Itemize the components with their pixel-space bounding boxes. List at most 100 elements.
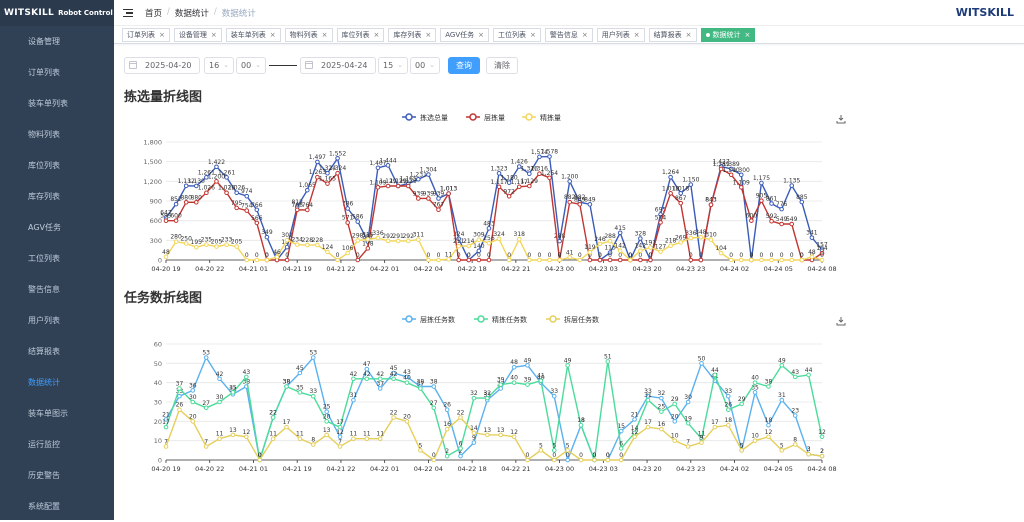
data-point[interactable] [297, 436, 303, 442]
data-point[interactable] [749, 218, 754, 223]
data-point[interactable] [557, 257, 562, 263]
close-icon[interactable]: × [425, 30, 432, 39]
data-point[interactable] [190, 399, 196, 405]
sidebar-item-11[interactable]: 数据统计 [28, 378, 60, 387]
data-point[interactable] [819, 250, 825, 256]
data-point[interactable] [324, 409, 329, 414]
data-point[interactable] [476, 257, 482, 263]
data-point[interactable] [324, 419, 329, 424]
data-point[interactable] [645, 397, 651, 403]
data-point[interactable] [304, 187, 310, 193]
data-point[interactable] [516, 236, 522, 242]
data-point[interactable] [485, 432, 490, 438]
tag-10[interactable]: 结算报表 × [648, 27, 697, 42]
data-point[interactable] [668, 174, 673, 180]
data-point[interactable] [551, 393, 557, 399]
data-point[interactable] [712, 372, 718, 378]
data-point[interactable] [270, 436, 276, 442]
data-point[interactable] [375, 184, 381, 190]
sidebar-item-13[interactable]: 运行监控 [28, 440, 60, 449]
data-point[interactable] [738, 184, 744, 190]
data-point[interactable] [431, 457, 437, 463]
data-point[interactable] [264, 257, 270, 263]
start-date-picker[interactable]: 2025-04-20 [124, 56, 200, 74]
data-point[interactable] [183, 200, 189, 205]
data-point[interactable] [270, 415, 276, 420]
data-point[interactable] [173, 201, 179, 207]
close-icon[interactable]: × [633, 30, 640, 39]
data-point[interactable] [405, 238, 411, 244]
start-hour-select[interactable]: 16 ⌄ [204, 56, 234, 74]
data-point[interactable] [310, 442, 316, 447]
data-point[interactable] [809, 254, 815, 260]
data-point[interactable] [597, 241, 603, 247]
data-point[interactable] [659, 409, 664, 414]
sidebar-item-12[interactable]: 装车单图示 [28, 409, 68, 418]
sidebar-item-9[interactable]: 用户列表 [28, 316, 60, 325]
close-icon[interactable]: × [269, 30, 276, 39]
data-point[interactable] [325, 249, 330, 255]
query-button[interactable]: 查询 [448, 56, 480, 74]
data-point[interactable] [335, 155, 340, 161]
data-point[interactable] [204, 242, 209, 247]
sidebar-item-4[interactable]: 库位列表 [28, 161, 60, 170]
data-point[interactable] [337, 434, 343, 440]
data-point[interactable] [337, 424, 343, 430]
close-icon[interactable]: × [744, 30, 751, 39]
data-point[interactable] [163, 444, 169, 449]
data-point[interactable] [264, 234, 270, 240]
data-point[interactable] [728, 166, 734, 172]
data-point[interactable] [525, 382, 530, 387]
data-point[interactable] [658, 249, 663, 254]
data-point[interactable] [698, 257, 704, 263]
data-point[interactable] [364, 376, 370, 382]
data-point[interactable] [699, 361, 704, 366]
start-minute-select[interactable]: 00 ⌄ [236, 56, 266, 74]
data-point[interactable] [177, 407, 182, 413]
data-point[interactable] [779, 257, 784, 263]
data-point[interactable] [471, 430, 477, 436]
data-point[interactable] [752, 390, 758, 395]
data-point[interactable] [749, 257, 754, 263]
data-point[interactable] [476, 237, 482, 243]
close-icon[interactable]: × [373, 30, 380, 39]
data-point[interactable] [385, 163, 391, 168]
data-point[interactable] [547, 154, 552, 159]
data-point[interactable] [365, 237, 371, 242]
data-point[interactable] [193, 183, 199, 189]
data-point[interactable] [617, 230, 623, 236]
data-point[interactable] [632, 434, 637, 440]
data-point[interactable] [466, 243, 472, 249]
data-point[interactable] [234, 205, 239, 211]
data-point[interactable] [391, 415, 396, 420]
legend-item[interactable]: 层拣任务数 [402, 315, 455, 324]
data-point[interactable] [446, 191, 451, 196]
sidebar-item-14[interactable]: 历史警告 [28, 471, 60, 480]
data-point[interactable] [335, 170, 340, 176]
data-point[interactable] [759, 180, 764, 186]
data-point[interactable] [565, 362, 570, 368]
data-point[interactable] [325, 181, 330, 186]
data-point[interactable] [739, 401, 744, 407]
data-point[interactable] [364, 436, 370, 442]
data-point[interactable] [718, 166, 724, 172]
data-point[interactable] [284, 424, 289, 430]
data-point[interactable] [511, 434, 517, 440]
data-point[interactable] [789, 257, 795, 263]
data-point[interactable] [418, 448, 423, 453]
data-point[interactable] [471, 440, 477, 445]
data-point[interactable] [752, 438, 758, 443]
legend-item[interactable]: 精拣任务数 [474, 315, 527, 324]
data-point[interactable] [190, 419, 196, 424]
tag-7[interactable]: 工位列表 × [493, 27, 541, 42]
data-point[interactable] [193, 244, 199, 250]
data-point[interactable] [648, 257, 653, 263]
sidebar-item-2[interactable]: 装车单列表 [28, 99, 68, 108]
sidebar-item-10[interactable]: 结算报表 [28, 347, 60, 356]
data-point[interactable] [436, 207, 441, 213]
data-point[interactable] [436, 196, 441, 201]
data-point[interactable] [244, 257, 250, 263]
sidebar-item-7[interactable]: 工位列表 [28, 254, 60, 263]
data-point[interactable] [173, 218, 179, 223]
data-point[interactable] [511, 380, 517, 385]
